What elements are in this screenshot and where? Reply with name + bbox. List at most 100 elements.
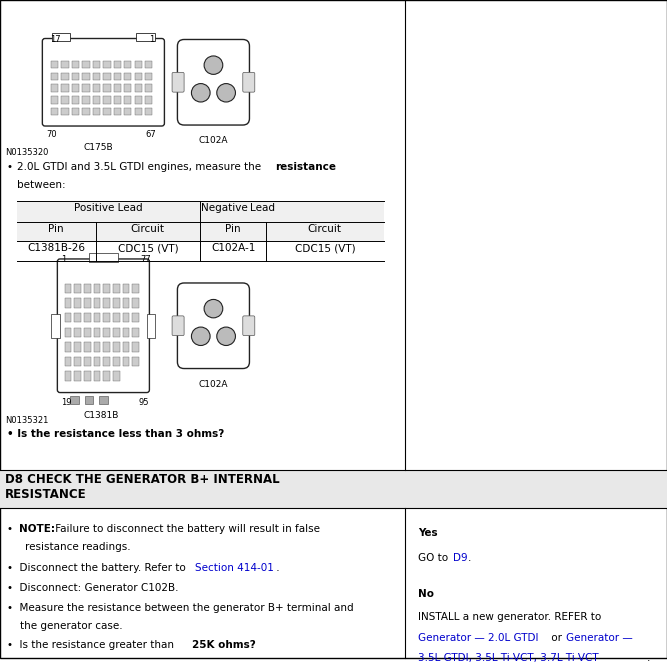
Bar <box>65 357 71 366</box>
Bar <box>93 61 100 68</box>
Bar <box>145 96 152 104</box>
Text: No: No <box>418 589 434 599</box>
Text: between:: between: <box>17 181 65 191</box>
Bar <box>145 61 152 68</box>
Text: •  Disconnect: Generator C102B.: • Disconnect: Generator C102B. <box>7 583 178 593</box>
Bar <box>123 342 129 351</box>
Bar <box>113 357 119 366</box>
Bar <box>17 201 384 261</box>
Text: D8 CHECK THE GENERATOR B+ INTERNAL
RESISTANCE: D8 CHECK THE GENERATOR B+ INTERNAL RESIS… <box>5 473 280 501</box>
Bar <box>61 84 69 92</box>
Bar <box>124 96 131 104</box>
FancyBboxPatch shape <box>177 39 249 125</box>
FancyBboxPatch shape <box>243 316 255 335</box>
Bar <box>103 298 110 308</box>
Text: resistance readings.: resistance readings. <box>25 542 131 552</box>
Text: 1: 1 <box>149 35 154 44</box>
Text: •  Disconnect the battery. Refer to: • Disconnect the battery. Refer to <box>7 563 189 573</box>
Text: Lead: Lead <box>250 203 275 213</box>
Circle shape <box>191 327 210 345</box>
Text: or: or <box>548 633 566 643</box>
Bar <box>61 96 69 104</box>
Bar <box>93 84 100 92</box>
Text: Negative: Negative <box>201 203 248 213</box>
Text: INSTALL a new generator. REFER to: INSTALL a new generator. REFER to <box>418 612 602 622</box>
Text: Positive Lead: Positive Lead <box>74 203 143 213</box>
Bar <box>93 313 100 323</box>
Bar <box>135 72 142 80</box>
Text: D9: D9 <box>453 553 468 563</box>
Text: 70: 70 <box>47 130 57 139</box>
Bar <box>114 96 121 104</box>
Bar <box>113 371 119 380</box>
Bar <box>93 357 100 366</box>
Bar <box>65 327 71 337</box>
Bar <box>65 298 71 308</box>
Bar <box>70 396 79 404</box>
Text: C1381B: C1381B <box>83 411 119 420</box>
Bar <box>113 284 119 293</box>
Text: • Is the resistance less than 3 ohms?: • Is the resistance less than 3 ohms? <box>7 429 224 439</box>
Bar <box>89 253 118 262</box>
Bar <box>75 342 81 351</box>
Bar <box>113 342 119 351</box>
Text: 2.0L GTDI and 3.5L GTDI engines, measure the: 2.0L GTDI and 3.5L GTDI engines, measure… <box>17 162 264 172</box>
Bar <box>103 357 110 366</box>
Text: C102A-1: C102A-1 <box>211 244 255 254</box>
Text: C102A: C102A <box>199 136 228 145</box>
Bar <box>103 84 111 92</box>
Bar <box>123 284 129 293</box>
Bar <box>93 284 100 293</box>
Bar <box>51 314 60 337</box>
Bar <box>132 357 139 366</box>
Bar <box>93 96 100 104</box>
Bar <box>83 108 89 116</box>
Bar <box>83 96 89 104</box>
Bar <box>61 108 69 116</box>
Text: •: • <box>7 525 16 535</box>
Bar <box>51 108 58 116</box>
Bar <box>113 313 119 323</box>
FancyBboxPatch shape <box>243 72 255 92</box>
Text: Yes: Yes <box>418 528 438 538</box>
FancyBboxPatch shape <box>177 283 249 369</box>
Bar <box>114 61 121 68</box>
Bar <box>103 61 111 68</box>
FancyBboxPatch shape <box>172 72 184 92</box>
Bar <box>17 222 384 241</box>
Text: 1: 1 <box>61 255 66 264</box>
Text: CDC15 (VT): CDC15 (VT) <box>295 244 355 254</box>
Bar <box>52 33 71 41</box>
Bar <box>84 357 91 366</box>
Bar <box>17 201 384 222</box>
Bar <box>103 371 110 380</box>
Bar <box>114 108 121 116</box>
Bar <box>103 342 110 351</box>
Bar <box>84 342 91 351</box>
Bar <box>103 96 111 104</box>
Bar <box>75 284 81 293</box>
Bar <box>124 108 131 116</box>
Text: Circuit: Circuit <box>131 224 165 234</box>
Text: N0135320: N0135320 <box>5 148 49 157</box>
Text: 95: 95 <box>139 398 149 407</box>
Bar <box>132 342 139 351</box>
Bar <box>84 327 91 337</box>
Bar <box>123 313 129 323</box>
Text: C102A: C102A <box>199 380 228 388</box>
Bar <box>65 313 71 323</box>
Text: 25K ohms?: 25K ohms? <box>192 640 256 650</box>
Text: 3.5L GTDI, 3.5L Ti-VCT, 3.7L Ti-VCT: 3.5L GTDI, 3.5L Ti-VCT, 3.7L Ti-VCT <box>418 653 599 663</box>
Bar <box>124 72 131 80</box>
Bar <box>103 72 111 80</box>
Circle shape <box>204 56 223 74</box>
FancyBboxPatch shape <box>57 259 149 392</box>
Bar <box>72 108 79 116</box>
Bar <box>93 327 100 337</box>
Text: 19: 19 <box>61 398 71 407</box>
Bar <box>85 396 93 404</box>
Text: .: . <box>273 563 280 573</box>
Bar <box>51 96 58 104</box>
Bar <box>145 84 152 92</box>
Bar <box>124 84 131 92</box>
